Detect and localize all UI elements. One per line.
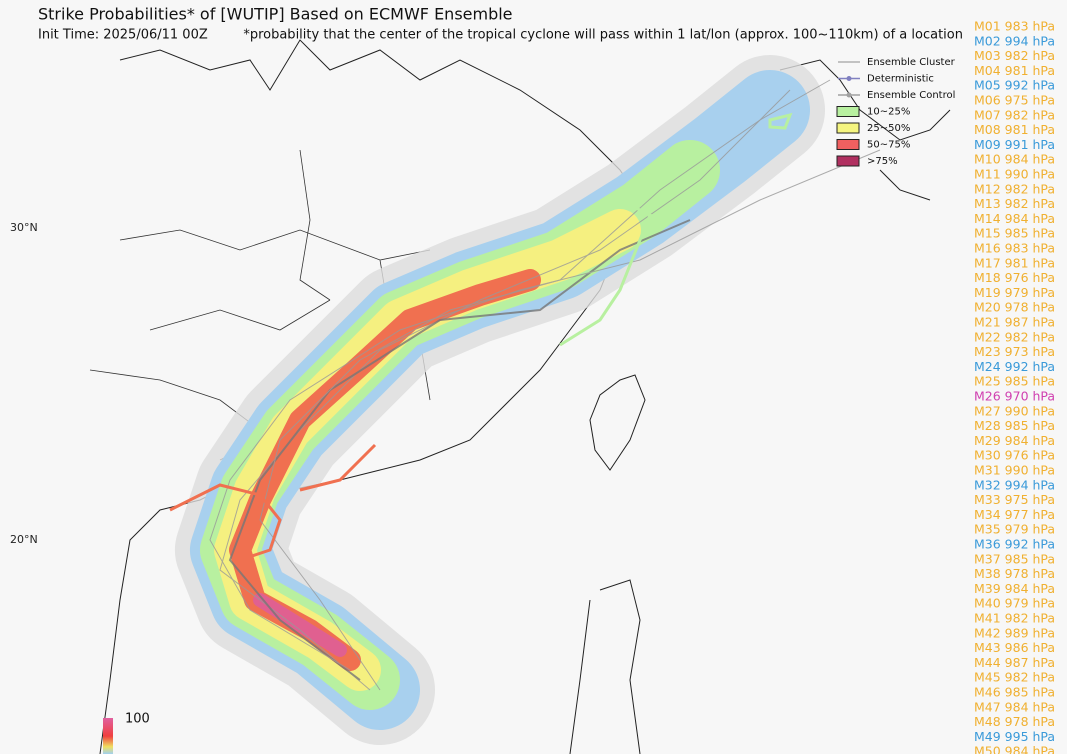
member-label: M05 992 hPa [974,78,1055,93]
contour [559,198,652,347]
member-label: M36 992 hPa [974,537,1055,552]
member-label: M09 991 hPa [974,137,1055,152]
note: *probability that the center of the trop… [243,28,963,43]
member-label: M06 975 hPa [974,93,1055,108]
legend-label: 25~50% [867,123,910,134]
member-label: M40 979 hPa [974,596,1055,611]
legend-label: Ensemble Control [867,90,955,101]
member-label: M27 990 hPa [974,403,1055,418]
member-label: M34 977 hPa [974,507,1055,522]
legend-label: Ensemble Cluster [867,57,956,68]
legend-label: Deterministic [867,74,934,85]
member-label: M20 978 hPa [974,300,1055,315]
swath-core [253,593,347,657]
member-label: M30 976 hPa [974,448,1055,463]
member-label: M17 981 hPa [974,255,1055,270]
member-label: M41 982 hPa [974,611,1055,626]
contour [768,112,793,130]
member-label: M11 990 hPa [974,167,1055,182]
member-label: M29 984 hPa [974,433,1055,448]
colorbar [103,718,113,754]
track [259,79,831,691]
legend-swatch [836,122,860,134]
member-label: M26 970 hPa [974,389,1055,404]
highlight-contours [169,112,793,562]
member-label: M10 984 hPa [974,152,1055,167]
member-label: M02 994 hPa [974,33,1055,48]
legend-label: 10~25% [867,107,910,118]
member-label: M13 982 hPa [974,196,1055,211]
member-label: M07 982 hPa [974,107,1055,122]
member-label: M21 987 hPa [974,315,1055,330]
member-label: M16 983 hPa [974,241,1055,256]
member-label: M46 985 hPa [974,685,1055,700]
member-label: M50 984 hPa [974,744,1055,754]
member-label: M42 989 hPa [974,625,1055,640]
member-label: M39 984 hPa [974,581,1055,596]
member-label: M32 994 hPa [974,477,1055,492]
track [209,149,881,671]
member-label: M23 973 hPa [974,344,1055,359]
contour [169,443,377,562]
member-label: M24 992 hPa [974,359,1055,374]
member-label: M31 990 hPa [974,463,1055,478]
lat-label: 20°N [10,533,38,546]
korea-japan [779,59,951,201]
member-label: M44 987 hPa [974,655,1055,670]
member-label: M14 984 hPa [974,211,1055,226]
member-label: M19 979 hPa [974,285,1055,300]
member-label: M37 985 hPa [974,551,1055,566]
legend-label: >75% [867,156,898,167]
legend-dot [846,76,852,81]
member-label: M28 985 hPa [974,418,1055,433]
legend-swatch [836,139,860,150]
colorbar-label: 100 [125,712,150,727]
legend-swatch [836,155,860,167]
member-label: M12 982 hPa [974,181,1055,196]
title: Strike Probabilities* of [WUTIP] Based o… [38,5,513,24]
member-label: M47 984 hPa [974,699,1055,714]
legend-label: 50~75% [867,140,910,151]
legend: Ensemble Cluster Deterministic Ensemble Co… [836,57,956,167]
member-label: M04 981 hPa [974,63,1055,78]
member-label: M22 982 hPa [974,329,1055,344]
member-label: M15 985 hPa [974,226,1055,241]
lat-label: 30°N [10,221,38,234]
member-label: M35 979 hPa [974,522,1055,537]
member-label: M08 981 hPa [974,122,1055,137]
legend-dot [846,92,852,98]
taiwan [589,374,646,471]
member-label: M18 976 hPa [974,270,1055,285]
member-label: M49 995 hPa [974,729,1055,744]
member-label: M33 975 hPa [974,492,1055,507]
member-label: M03 982 hPa [974,48,1055,63]
member-label: M43 986 hPa [974,640,1055,655]
philippines [569,579,641,754]
member-label: M48 978 hPa [974,714,1055,729]
member-label: M01 983 hPa [974,19,1055,34]
member-label: M38 978 hPa [974,566,1055,581]
member-label: M45 982 hPa [974,670,1055,685]
legend-swatch [836,106,860,117]
member-label: M25 985 hPa [974,374,1055,389]
init-time: Init Time: 2025/06/11 00Z [38,28,208,43]
